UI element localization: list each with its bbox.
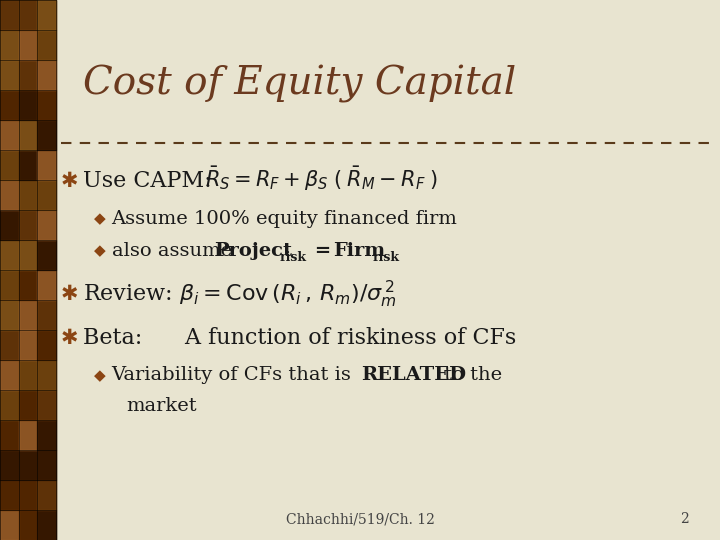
Bar [0,30,19,60]
Text: ◆: ◆ [94,368,105,383]
Bar [37,420,56,450]
Text: risk: risk [373,251,400,264]
Text: ◆: ◆ [94,244,105,259]
Bar [0,240,19,270]
Bar [37,480,56,510]
Bar [19,480,37,510]
Bar [37,120,56,150]
Bar [19,420,37,450]
Bar [0,180,19,210]
Text: =: = [308,242,338,260]
Bar [37,30,56,60]
Bar [37,330,56,360]
Text: also assume: also assume [112,242,238,260]
Bar [0,90,19,120]
Text: Cost of Equity Capital: Cost of Equity Capital [83,65,516,103]
Bar [19,390,37,420]
Bar [19,360,37,390]
Text: Review: $\beta_i = \mathrm{Cov}\,(R_i\,,\,R_m)/\sigma_m^{\,2}$: Review: $\beta_i = \mathrm{Cov}\,(R_i\,,… [83,279,397,310]
Bar [19,0,37,30]
Bar [0,210,19,240]
Text: Firm: Firm [333,242,384,260]
Text: 2: 2 [680,512,688,526]
Bar [19,120,37,150]
Bar [0,510,19,540]
Text: Chhachhi/519/Ch. 12: Chhachhi/519/Ch. 12 [286,512,434,526]
Bar [0,420,19,450]
Bar [19,270,37,300]
Bar [0,300,19,330]
Bar [37,90,56,120]
Bar [37,390,56,420]
Bar [37,300,56,330]
Bar [0,150,19,180]
Bar [19,510,37,540]
Bar [19,30,37,60]
Bar [0,60,19,90]
Text: risk: risk [280,251,307,264]
Bar [37,0,56,30]
Text: Assume 100% equity financed firm: Assume 100% equity financed firm [112,210,457,228]
Bar [0,360,19,390]
Text: $\bar{R}_S = R_F + \beta_S\;(\;\bar{R}_M - R_F\;)$: $\bar{R}_S = R_F + \beta_S\;(\;\bar{R}_M… [205,165,438,193]
Bar [37,510,56,540]
Bar [0,0,56,540]
Bar [37,360,56,390]
Bar [19,300,37,330]
Bar [0,390,19,420]
Text: Project: Project [214,242,292,260]
Bar [19,210,37,240]
Text: Use CAPM:: Use CAPM: [83,170,212,192]
Bar [19,60,37,90]
Bar [37,270,56,300]
Bar [37,60,56,90]
Bar [19,450,37,480]
Text: RELATED: RELATED [361,366,467,384]
Text: ✱: ✱ [60,171,78,191]
Text: ◆: ◆ [94,211,105,226]
Bar [37,150,56,180]
Text: market: market [126,397,197,415]
Bar [0,120,19,150]
Text: ✱: ✱ [60,327,78,348]
Bar [37,210,56,240]
Text: to the: to the [438,366,503,384]
Bar [37,450,56,480]
Bar [0,480,19,510]
Bar [0,0,19,30]
Bar [19,180,37,210]
Text: Beta:      A function of riskiness of CFs: Beta: A function of riskiness of CFs [83,327,516,348]
Bar [19,90,37,120]
Bar [0,450,19,480]
Bar [19,150,37,180]
Bar [37,240,56,270]
Text: Variability of CFs that is: Variability of CFs that is [112,366,358,384]
Bar [19,240,37,270]
Bar [0,270,19,300]
Bar [37,180,56,210]
Bar [0,330,19,360]
Bar [19,330,37,360]
Text: ✱: ✱ [60,284,78,305]
